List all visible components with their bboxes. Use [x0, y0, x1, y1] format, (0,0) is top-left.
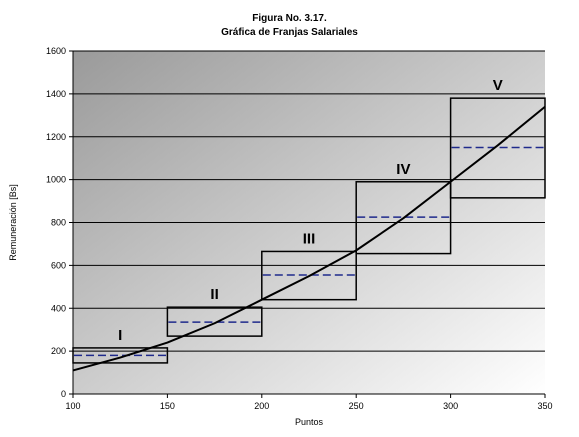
band-label-II: II	[210, 286, 218, 303]
y-tick-label: 800	[51, 218, 66, 228]
y-tick-label: 1600	[46, 46, 66, 56]
x-axis-label: Puntos	[295, 417, 324, 427]
y-tick-label: 1200	[46, 132, 66, 142]
band-label-III: III	[303, 230, 316, 247]
y-tick-label: 0	[61, 389, 66, 399]
band-label-V: V	[493, 77, 503, 94]
salary-band-III	[261, 250, 357, 301]
tick-labels: 0 200 400 600 800 1000 1200 1400 1600 100 150 200 25…	[46, 46, 553, 411]
band-label-IV: IV	[396, 161, 410, 178]
x-tick-label: 250	[349, 401, 364, 411]
y-tick-label: 200	[51, 346, 66, 356]
y-axis-label: Remuneración [Bs]	[8, 184, 18, 261]
chart-subtitle: Gráfica de Franjas Salariales	[221, 27, 358, 38]
y-tick-label: 400	[51, 303, 66, 313]
x-tick-label: 300	[443, 401, 458, 411]
salary-band-IV	[355, 181, 452, 255]
chart-title: Figura No. 3.17.	[252, 13, 327, 24]
salary-band-V	[449, 97, 546, 199]
chart-title-block: Figura No. 3.17. Gráfica de Franjas Sala…	[0, 12, 579, 40]
y-tick-label: 1400	[46, 89, 66, 99]
salary-band-II	[166, 306, 263, 337]
y-tick-label: 600	[51, 260, 66, 270]
x-tick-label: 100	[65, 401, 80, 411]
y-tick-label: 1000	[46, 175, 66, 185]
salary-curve-group	[72, 105, 546, 372]
x-tick-label: 350	[537, 401, 552, 411]
x-tick-label: 150	[160, 401, 175, 411]
salary-curve	[72, 105, 546, 372]
band-label-I: I	[118, 327, 122, 344]
x-tick-label: 200	[254, 401, 269, 411]
